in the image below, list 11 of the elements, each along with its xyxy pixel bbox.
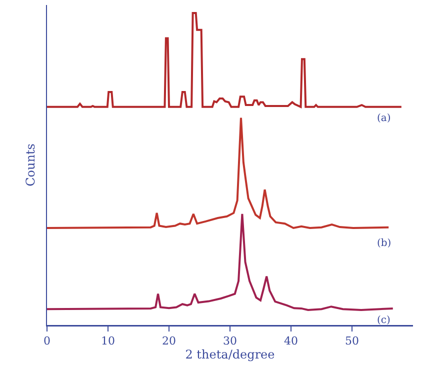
annotation: (c) bbox=[377, 315, 390, 326]
x-axis-title: 2 theta/degree bbox=[185, 348, 275, 362]
x-tick-label: 20 bbox=[162, 334, 176, 348]
x-tick-label: 10 bbox=[101, 334, 115, 348]
annotation: (a) bbox=[377, 113, 391, 124]
x-tick-label: 30 bbox=[223, 334, 237, 348]
x-tick-label: 40 bbox=[284, 334, 298, 348]
x-tick-label: 50 bbox=[345, 334, 359, 348]
annotation: (b) bbox=[377, 238, 392, 249]
x-tick-label: 0 bbox=[44, 334, 50, 348]
y-axis-title: Counts bbox=[23, 144, 38, 186]
